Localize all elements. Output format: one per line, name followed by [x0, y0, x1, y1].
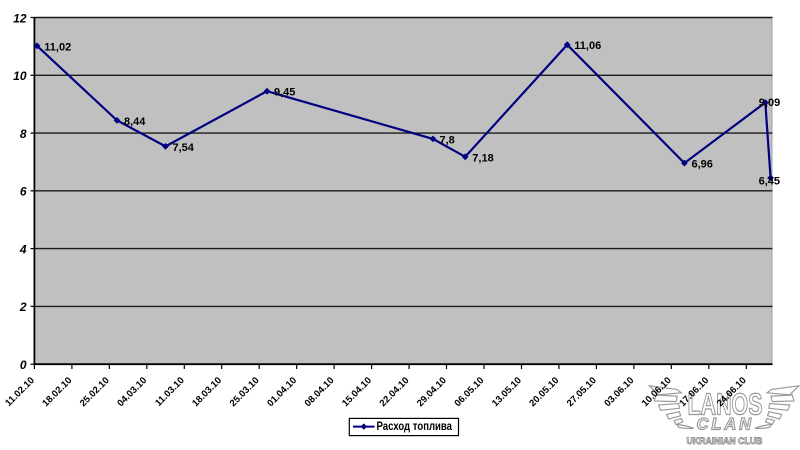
- svg-text:7,54: 7,54: [173, 142, 195, 154]
- svg-text:8,44: 8,44: [124, 116, 146, 128]
- svg-text:9,09: 9,09: [759, 97, 780, 109]
- svg-text:4: 4: [19, 242, 27, 256]
- svg-text:11,02: 11,02: [44, 41, 71, 53]
- svg-text:12: 12: [13, 11, 27, 25]
- svg-text:CLAN: CLAN: [697, 415, 755, 434]
- svg-text:6,96: 6,96: [692, 159, 713, 171]
- svg-text:UKRAINIAN CLUB: UKRAINIAN CLUB: [687, 436, 763, 445]
- svg-text:2: 2: [19, 300, 27, 314]
- svg-text:0: 0: [20, 358, 27, 372]
- svg-text:6: 6: [20, 185, 27, 199]
- svg-text:6,45: 6,45: [759, 176, 780, 188]
- svg-text:8: 8: [20, 127, 27, 141]
- svg-text:9,45: 9,45: [274, 87, 295, 99]
- svg-text:11,06: 11,06: [574, 40, 601, 52]
- svg-text:7,18: 7,18: [472, 152, 493, 164]
- svg-text:7,8: 7,8: [440, 134, 455, 146]
- svg-text:Расход топлива: Расход топлива: [377, 419, 453, 433]
- svg-text:LANOS: LANOS: [688, 387, 763, 422]
- svg-text:10: 10: [13, 69, 27, 83]
